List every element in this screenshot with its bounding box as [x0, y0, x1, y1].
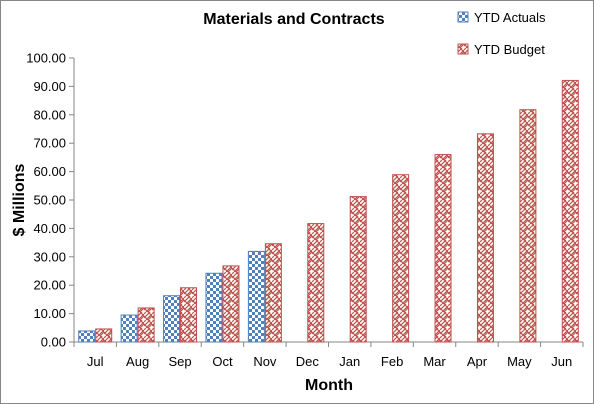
- x-tick-label: Jan: [339, 354, 360, 369]
- legend-label-budget: YTD Budget: [474, 42, 545, 57]
- x-tick-label: Apr: [467, 354, 488, 369]
- x-tick-label: Mar: [423, 354, 446, 369]
- x-tick-label: May: [507, 354, 532, 369]
- x-tick-label: Sep: [168, 354, 191, 369]
- y-tick-label: 30.00: [33, 249, 66, 264]
- bar-ytd-budget-may: [519, 109, 537, 343]
- x-tick-label: Feb: [381, 354, 403, 369]
- y-axis-title: $ Millions: [11, 163, 28, 236]
- legend-swatch-budget: [457, 43, 469, 55]
- chart-title: Materials and Contracts: [203, 11, 384, 28]
- legend-swatch-actuals: [457, 11, 469, 23]
- x-tick-label: Nov: [253, 354, 277, 369]
- bar-ytd-budget-mar: [434, 154, 452, 343]
- x-axis-title: Month: [305, 377, 353, 394]
- bars: [78, 79, 579, 343]
- bar-ytd-actuals-jul: [78, 330, 96, 343]
- bar-ytd-actuals-sep: [163, 295, 181, 343]
- x-tick-label: Aug: [126, 354, 149, 369]
- bar-ytd-budget-sep: [180, 287, 198, 343]
- y-tick-label: 80.00: [33, 107, 66, 122]
- legend-label-actuals: YTD Actuals: [474, 10, 546, 25]
- bar-ytd-budget-dec: [307, 223, 325, 343]
- bar-ytd-actuals-aug: [120, 314, 138, 343]
- y-tick-label: 50.00: [33, 193, 66, 208]
- y-tick-label: 90.00: [33, 79, 66, 94]
- bar-ytd-budget-jun: [561, 79, 579, 343]
- bar-ytd-budget-feb: [392, 174, 410, 343]
- x-axis: Jul Aug Sep Oct Nov Dec Jan Feb Mar Apr May Jun: [73, 341, 584, 369]
- bar-ytd-budget-aug: [137, 307, 155, 343]
- y-tick-label: 40.00: [33, 221, 66, 236]
- y-tick-label: 0.00: [41, 335, 66, 350]
- y-tick-label: 70.00: [33, 136, 66, 151]
- bar-ytd-budget-jul: [95, 328, 113, 343]
- bar-ytd-budget-nov: [264, 243, 282, 343]
- x-tick-label: Dec: [296, 354, 320, 369]
- x-tick-label: Oct: [212, 354, 233, 369]
- y-axis: 0.00 10.00 20.00 30.00 40.00 50.00 60.00 70.00 8…: [26, 51, 75, 350]
- bar-ytd-actuals-nov: [247, 250, 265, 343]
- bar-ytd-budget-apr: [476, 133, 494, 343]
- x-tick-label: Jun: [551, 354, 572, 369]
- y-tick-label: 10.00: [33, 306, 66, 321]
- y-tick-label: 60.00: [33, 164, 66, 179]
- y-tick-label: 20.00: [33, 278, 66, 293]
- legend: YTD Actuals YTD Budget: [457, 10, 546, 57]
- bar-ytd-budget-oct: [222, 265, 240, 343]
- bar-ytd-budget-jan: [349, 196, 367, 343]
- y-tick-label: 100.00: [26, 51, 66, 66]
- bar-ytd-actuals-oct: [205, 272, 223, 343]
- x-tick-label: Jul: [87, 354, 104, 369]
